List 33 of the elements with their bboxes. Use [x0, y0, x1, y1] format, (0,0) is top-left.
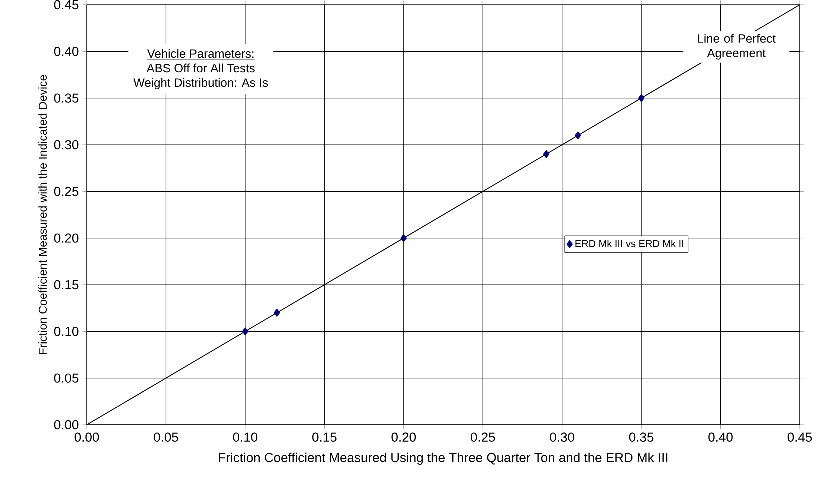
point — [543, 150, 550, 159]
x-axis-title: Friction Coefficient Measured Using the Three Quarter Ton and the ERD Mk III — [219, 452, 668, 465]
y-tick-label: 0.05 — [54, 374, 79, 383]
y-tick-label: 0.40 — [54, 47, 79, 56]
x-tick-label: 0.15 — [312, 432, 337, 442]
y-axis-title: Friction Coefficient Measured with the Indicated Device — [38, 75, 48, 354]
annotation: ABS Off for All Tests — [146, 64, 255, 73]
y-tick-label: 0.10 — [54, 327, 79, 336]
x-tick-label: 0.45 — [788, 432, 812, 442]
legend-label: ERD Mk III vs ERD Mk II — [576, 240, 684, 248]
annotation: Line of Perfect Agreement — [698, 34, 776, 60]
point — [638, 94, 645, 103]
point — [400, 234, 408, 243]
y-tick-label: 0.00 — [54, 420, 79, 430]
x-tick-label: 0.35 — [629, 432, 654, 442]
point — [242, 327, 249, 336]
y-tick-label: 0.35 — [54, 94, 79, 103]
annotation: Vehicle Parameters: — [147, 49, 254, 58]
point — [274, 308, 280, 318]
x-tick-label: 0.30 — [550, 432, 574, 442]
y-tick-label: 0.25 — [54, 187, 79, 196]
x-tick-label: 0.25 — [470, 432, 496, 442]
y-tick-label: 0.45 — [54, 0, 79, 10]
y-tick-label: 0.20 — [54, 234, 79, 243]
x-tick-label: 0.10 — [233, 432, 258, 442]
y-tick-label: 0.15 — [54, 280, 79, 290]
y-tick-label: 0.30 — [54, 140, 79, 150]
x-tick-label: 0.40 — [708, 432, 733, 442]
x-tick-label: 0.05 — [154, 432, 178, 442]
x-tick-label: 0.00 — [74, 432, 100, 442]
x-tick-label: 0.20 — [392, 432, 416, 442]
annotation: Weight Distribution: As Is — [134, 78, 268, 90]
point — [574, 131, 582, 140]
